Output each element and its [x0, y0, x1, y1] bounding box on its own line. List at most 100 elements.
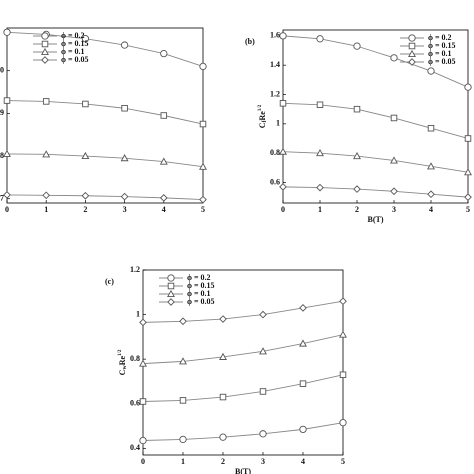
data-point	[199, 195, 207, 204]
x-tick-label: 4	[162, 205, 166, 214]
data-point	[139, 398, 147, 405]
y-axis-label-rest: Re	[258, 111, 267, 121]
data-point	[339, 371, 347, 379]
x-tick-label: 1	[181, 457, 185, 466]
series-line	[282, 35, 469, 88]
y-tick-label: 1	[136, 309, 140, 318]
data-point	[219, 393, 227, 401]
data-point	[159, 157, 168, 165]
data-point	[120, 192, 129, 201]
x-tick-label: 0	[141, 457, 145, 466]
y-tick-label: 0.6	[270, 177, 280, 186]
data-point	[179, 435, 187, 444]
legend-label: ϕ = 0.2	[61, 31, 85, 40]
data-point	[219, 315, 227, 323]
data-point	[259, 388, 267, 395]
data-point	[42, 98, 50, 105]
x-tick-label: 5	[466, 205, 470, 214]
y-axis-label-sub: f	[262, 119, 268, 122]
x-tick-label: 5	[341, 457, 345, 466]
data-point	[42, 150, 51, 158]
data-point	[299, 425, 307, 434]
y-tick-label: 1.0	[0, 66, 4, 75]
data-point	[353, 42, 361, 50]
data-point	[120, 41, 129, 49]
data-point	[82, 100, 89, 108]
x-tick-label: 3	[123, 205, 127, 214]
data-point	[3, 191, 11, 199]
data-point	[464, 193, 472, 201]
data-point	[81, 191, 90, 200]
data-point	[121, 104, 128, 112]
data-point	[219, 433, 227, 441]
x-tick-label: 1	[318, 205, 322, 214]
y-tick-label: 1.2	[270, 89, 280, 98]
data-point	[259, 310, 267, 319]
data-point	[390, 114, 398, 122]
data-point	[390, 54, 398, 62]
x-tick-label: 4	[301, 457, 305, 466]
legend-marker	[408, 49, 416, 58]
x-tick-label: 2	[221, 457, 225, 466]
data-point	[464, 83, 472, 91]
data-point	[427, 124, 435, 132]
series-line	[142, 422, 344, 441]
data-point	[353, 185, 361, 193]
legend-label: ϕ = 0.05	[187, 297, 215, 306]
legend-label: ϕ = 0.2	[428, 33, 452, 42]
data-point	[339, 330, 347, 338]
data-point	[179, 357, 187, 365]
legend-marker	[167, 289, 175, 298]
data-point	[279, 100, 287, 107]
y-axis-label: CwRe1/2	[118, 349, 129, 375]
series-line	[6, 194, 204, 201]
y-axis-label-main: C	[118, 369, 127, 375]
legend-marker	[408, 58, 416, 66]
data-point	[464, 168, 472, 176]
legend-label: ϕ = 0.05	[61, 55, 89, 64]
legend-label: ϕ = 0.05	[428, 57, 456, 66]
data-point	[3, 149, 11, 157]
legend-label: ϕ = 0.15	[61, 39, 89, 48]
y-axis-label-sup: 1/2	[118, 349, 123, 356]
data-point	[199, 62, 207, 71]
x-tick-label: 2	[83, 205, 87, 214]
legend-label: ϕ = 0.15	[187, 281, 215, 290]
legend-marker	[408, 42, 416, 50]
legend-marker	[41, 47, 49, 56]
data-point	[353, 105, 361, 113]
data-point	[3, 97, 11, 104]
series-line	[282, 186, 469, 198]
data-point	[390, 156, 398, 164]
data-point	[81, 151, 90, 160]
plot-frame	[282, 29, 469, 204]
data-point	[139, 359, 147, 367]
series-line	[282, 102, 469, 139]
series-line	[6, 31, 204, 67]
legend-label: ϕ = 0.1	[428, 49, 452, 58]
x-tick-label: 3	[261, 457, 265, 466]
y-tick-label: 0.4	[130, 443, 140, 452]
panel-label: (c)	[105, 277, 114, 286]
y-axis-label-main: C	[258, 122, 267, 128]
series-line	[142, 334, 344, 365]
series-line	[6, 100, 204, 125]
data-point	[339, 297, 347, 306]
data-point	[464, 135, 472, 142]
legend-label: ϕ = 0.1	[61, 47, 85, 56]
legend-marker	[167, 298, 175, 306]
series-line	[6, 153, 204, 168]
data-point	[160, 49, 168, 58]
data-point	[316, 101, 324, 109]
series-line	[282, 151, 469, 173]
legend-marker	[408, 34, 416, 42]
x-tick-label: 2	[355, 205, 359, 214]
y-tick-label: 1.2	[130, 265, 140, 274]
x-tick-label: 1	[44, 205, 48, 214]
x-axis-label: B(T)	[235, 467, 251, 474]
y-tick-label: 0.8	[270, 148, 280, 157]
data-point	[179, 317, 187, 326]
data-point	[3, 28, 11, 36]
series-line	[142, 374, 344, 402]
